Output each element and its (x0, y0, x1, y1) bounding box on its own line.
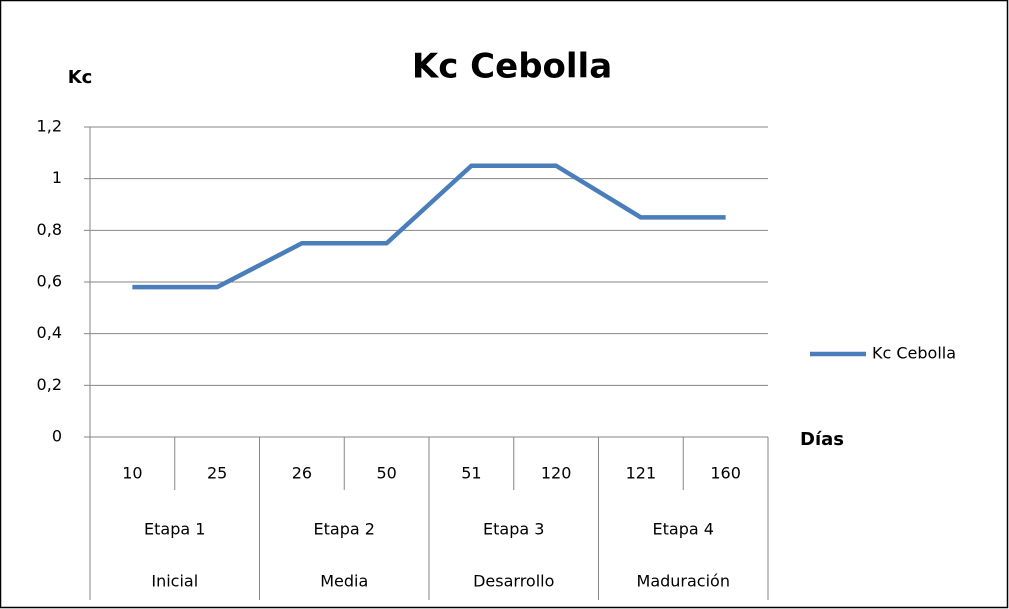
y-tick-label: 0 (52, 427, 62, 446)
x-tick-label: 160 (710, 464, 741, 483)
phase-label: Inicial (151, 572, 198, 591)
stage-label: Etapa 4 (653, 520, 714, 539)
stage-label: Etapa 1 (144, 520, 205, 539)
phase-label: Media (320, 572, 368, 591)
x-tick-label: 51 (461, 464, 481, 483)
y-tick-label: 1,2 (37, 117, 62, 136)
y-tick-label: 0,4 (37, 323, 62, 342)
x-tick-label: 121 (626, 464, 657, 483)
y-tick-label: 0,6 (37, 272, 62, 291)
phase-label: Desarrollo (473, 572, 554, 591)
phase-label: Maduración (637, 572, 730, 591)
x-tick-label: 10 (122, 464, 142, 483)
y-axis-label: Kc (68, 67, 93, 88)
y-tick-label: 0,8 (37, 220, 62, 239)
stage-label: Etapa 3 (483, 520, 544, 539)
x-tick-label: 50 (376, 464, 396, 483)
legend-label: Kc Cebolla (872, 344, 956, 363)
y-tick-label: 1 (52, 168, 62, 187)
x-tick-label: 120 (541, 464, 572, 483)
x-tick-label: 25 (207, 464, 227, 483)
chart-title: Kc Cebolla (412, 47, 612, 87)
x-axis-label: Días (800, 429, 844, 450)
y-tick-label: 0,2 (37, 375, 62, 394)
series-line (132, 163, 726, 290)
x-tick-label: 26 (292, 464, 312, 483)
stage-label: Etapa 2 (314, 520, 375, 539)
